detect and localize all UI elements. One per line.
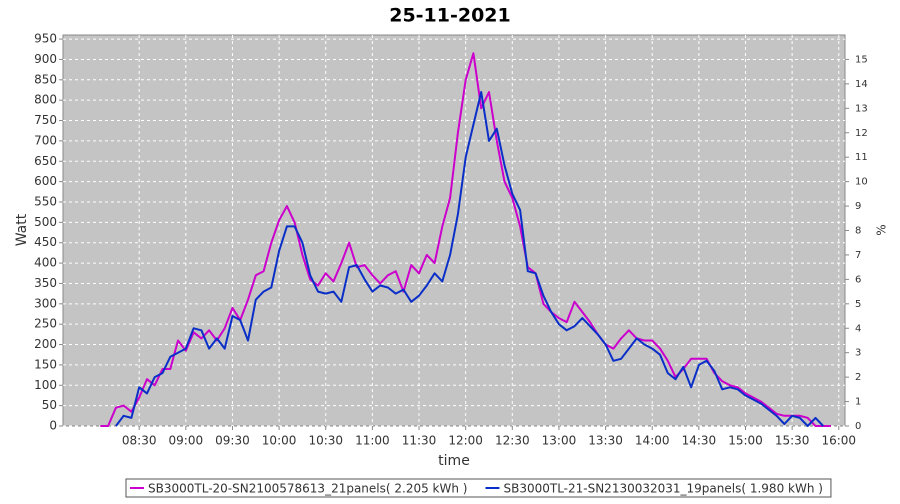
y2-tick-label: 7 [855, 250, 861, 261]
x-tick-label: 14:30 [682, 434, 717, 448]
x-tick-label: 11:00 [355, 434, 390, 448]
y2-tick-label: 15 [855, 54, 868, 65]
y-tick-label: 850 [34, 72, 57, 86]
y2-tick-label: 3 [855, 348, 861, 359]
x-tick-label: 12:00 [448, 434, 483, 448]
x-tick-label: 10:00 [262, 434, 297, 448]
legend-box [125, 478, 832, 498]
y-tick-label: 50 [42, 398, 57, 412]
x-tick-label: 09:30 [215, 434, 250, 448]
y-tick-label: 300 [34, 296, 57, 310]
legend-label: SB3000TL-21-SN2130032031_19panels( 1.980… [503, 482, 822, 496]
y-tick-label: 200 [34, 337, 57, 351]
y-tick-label: 400 [34, 256, 57, 270]
y2-tick-label: 5 [855, 299, 861, 310]
y-tick-label: 550 [34, 194, 57, 208]
y-tick-label: 950 [34, 32, 57, 46]
x-tick-label: 14:00 [635, 434, 670, 448]
series-line [115, 91, 824, 427]
x-tick-label: 15:30 [775, 434, 810, 448]
y2-tick-label: 14 [855, 79, 868, 90]
y2-tick-label: 0 [855, 421, 861, 432]
y-tick-label: 450 [34, 235, 57, 249]
y2-tick-label: 12 [855, 128, 868, 139]
y-tick-label: 250 [34, 317, 57, 331]
y-tick-label: 500 [34, 215, 57, 229]
legend-label: SB3000TL-20-SN2100578613_21panels( 2.205… [148, 482, 467, 496]
y-tick-label: 100 [34, 378, 57, 392]
y-tick-label: 150 [34, 357, 57, 371]
y2-tick-label: 8 [855, 226, 861, 237]
y2-tick-label: 11 [855, 152, 868, 163]
x-tick-label: 08:30 [122, 434, 157, 448]
y2-tick-label: 10 [855, 177, 868, 188]
y-tick-label: 650 [34, 154, 57, 168]
y2-axis-label: % [875, 224, 889, 235]
y2-tick-label: 6 [855, 274, 861, 285]
x-tick-label: 11:30 [402, 434, 437, 448]
chart-title: 25-11-2021 [389, 5, 511, 27]
x-axis-label: time [438, 453, 470, 469]
x-tick-label: 13:30 [588, 434, 623, 448]
y2-tick-label: 9 [855, 201, 861, 212]
y-tick-label: 350 [34, 276, 57, 290]
y2-tick-label: 1 [855, 397, 861, 408]
x-tick-label: 09:00 [169, 434, 204, 448]
x-tick-label: 15:00 [728, 434, 763, 448]
y-tick-label: 0 [49, 419, 57, 433]
y2-tick-label: 4 [855, 323, 861, 334]
legend: SB3000TL-20-SN2100578613_21panels( 2.205… [125, 478, 832, 498]
x-tick-label: 10:30 [308, 434, 343, 448]
y-axis-label: Watt [14, 213, 30, 246]
y-tick-label: 750 [34, 113, 57, 127]
x-tick-label: 12:30 [495, 434, 530, 448]
x-tick-label: 16:00 [821, 434, 856, 448]
y-tick-label: 600 [34, 174, 57, 188]
y2-tick-label: 2 [855, 372, 861, 383]
x-tick-label: 13:00 [542, 434, 577, 448]
y2-tick-label: 13 [855, 103, 868, 114]
y-tick-label: 700 [34, 133, 57, 147]
y-tick-label: 900 [34, 52, 57, 66]
y-tick-label: 800 [34, 93, 57, 107]
